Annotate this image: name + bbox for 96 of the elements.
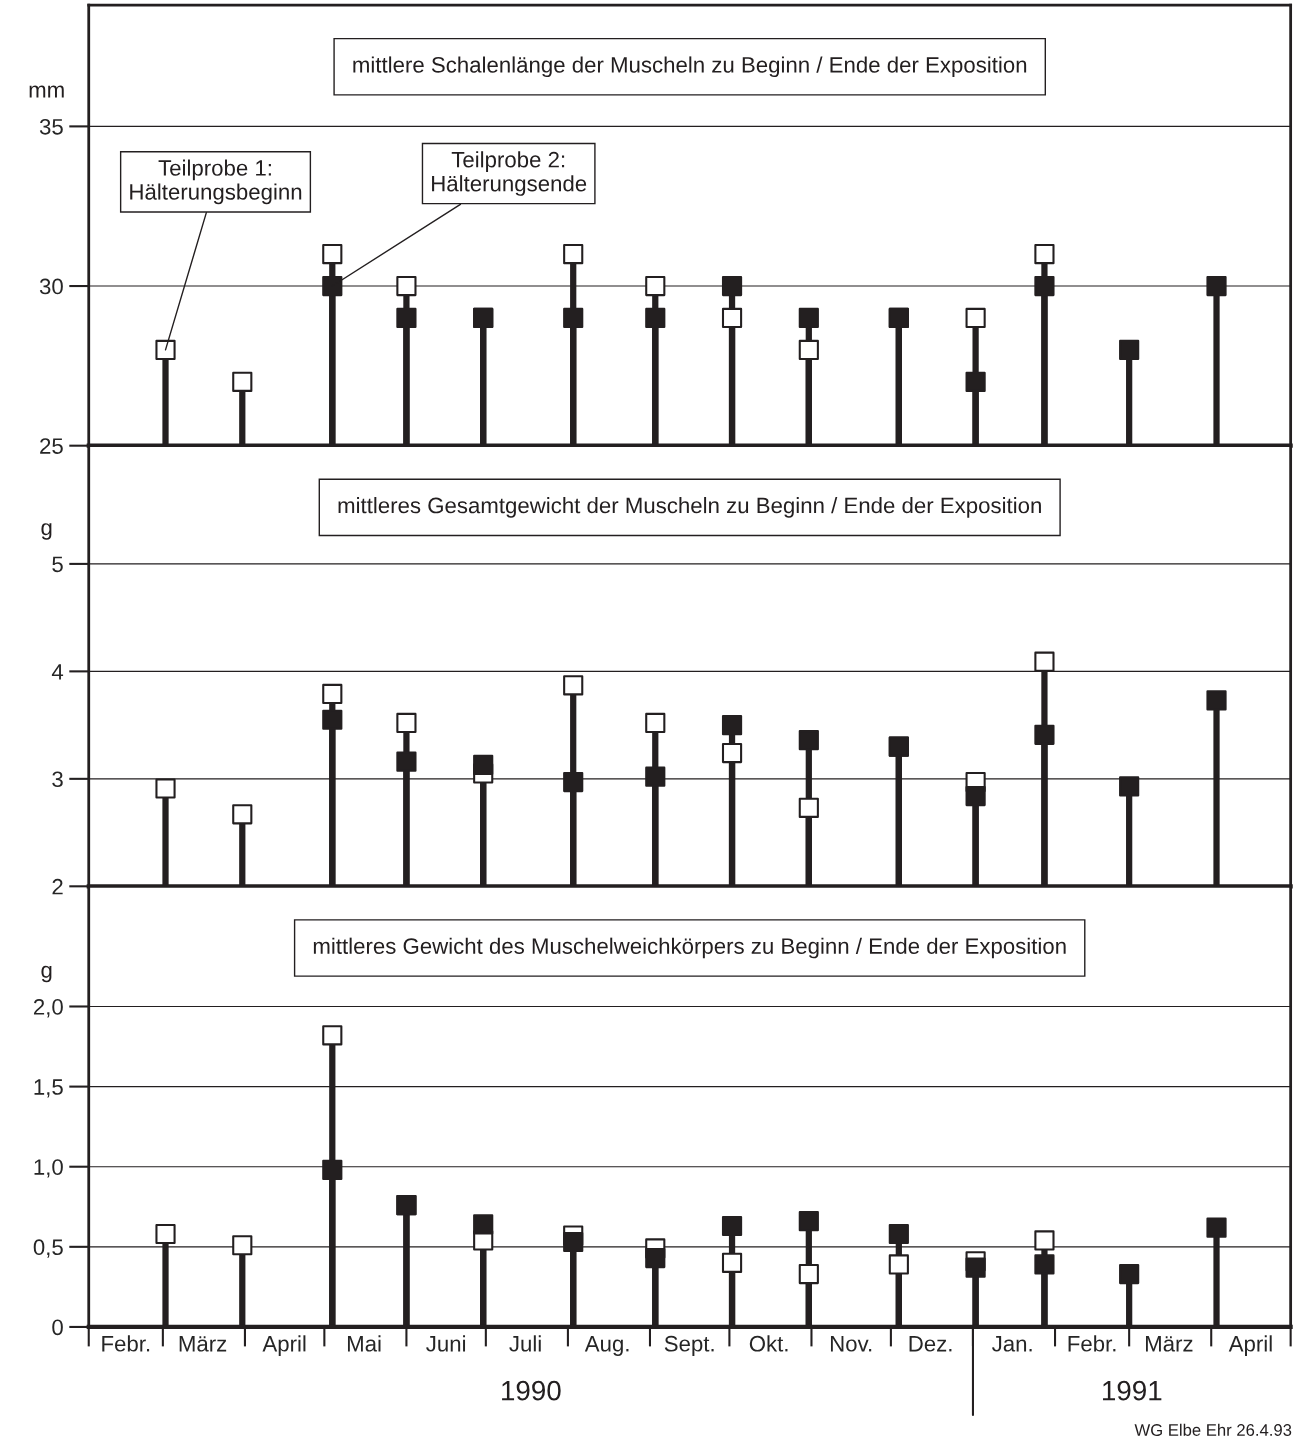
x-tick-label: Nov. bbox=[830, 1336, 872, 1352]
point bbox=[888, 1223, 909, 1245]
x-tick-label: Febr. bbox=[102, 1335, 150, 1352]
x-tick-label: Juli bbox=[509, 1335, 541, 1352]
y-axis-title: g bbox=[41, 965, 52, 983]
point bbox=[322, 683, 343, 705]
text: 1991 bbox=[1103, 1380, 1162, 1401]
y-axis-title: g bbox=[41, 523, 52, 540]
y-tick-label: 30 bbox=[39, 278, 63, 295]
text: WG Elbe Ehr 26.4.93 bbox=[1134, 1423, 1292, 1436]
point bbox=[322, 275, 343, 297]
y-tick-label: 0,5 bbox=[33, 1239, 63, 1258]
point bbox=[798, 797, 819, 818]
x-tick-label: Okt. bbox=[749, 1335, 788, 1352]
text: mittlere Schalenlänge der Muscheln zu Beginn / Ende der Exposition bbox=[353, 56, 1027, 78]
point bbox=[322, 1159, 343, 1181]
point bbox=[798, 1263, 819, 1285]
y-tick-label: 2 bbox=[52, 878, 63, 895]
x-tick-label: April bbox=[262, 1335, 306, 1356]
point bbox=[965, 307, 986, 329]
point bbox=[798, 730, 819, 751]
point bbox=[965, 1257, 986, 1278]
annotation: Teilprobe 1: Hälterungsbeginn bbox=[130, 159, 302, 205]
y-tick-label: 1,0 bbox=[34, 1159, 63, 1178]
x-tick-label: Aug. bbox=[584, 1336, 629, 1356]
x-tick-label: März bbox=[1146, 1336, 1193, 1352]
annotation: Teilprobe 2: Hälterungsende bbox=[432, 151, 587, 196]
point bbox=[1119, 1263, 1140, 1285]
point bbox=[965, 371, 986, 392]
point bbox=[322, 244, 343, 265]
y-tick-label: 1,5 bbox=[34, 1079, 63, 1098]
y-tick-label: 3 bbox=[52, 771, 63, 788]
point bbox=[721, 1215, 743, 1237]
point bbox=[563, 675, 584, 696]
x-tick-label: Sept. bbox=[664, 1335, 714, 1356]
point bbox=[721, 1252, 743, 1273]
y-tick-label: 25 bbox=[40, 438, 63, 454]
point bbox=[645, 307, 666, 329]
point bbox=[721, 275, 743, 297]
point bbox=[1034, 1230, 1055, 1251]
point bbox=[1034, 1254, 1055, 1275]
point bbox=[563, 244, 584, 265]
y-tick-label: 4 bbox=[51, 664, 64, 680]
point bbox=[155, 339, 176, 360]
y-tick-label: 5 bbox=[52, 556, 63, 573]
point bbox=[1206, 690, 1227, 711]
point bbox=[721, 742, 743, 764]
y-tick-label: 0 bbox=[52, 1319, 63, 1336]
point bbox=[396, 712, 417, 734]
point bbox=[473, 754, 494, 775]
x-tick-label: März bbox=[179, 1336, 227, 1352]
point bbox=[645, 1247, 666, 1269]
point bbox=[563, 771, 584, 793]
point bbox=[232, 804, 253, 825]
point bbox=[473, 1214, 494, 1235]
x-tick-label: Febr. bbox=[1068, 1335, 1116, 1352]
point bbox=[1206, 1217, 1227, 1238]
x-tick-label: April bbox=[1228, 1335, 1272, 1356]
point bbox=[1206, 275, 1227, 297]
y-tick-label: 2,0 bbox=[33, 999, 63, 1018]
point bbox=[396, 751, 417, 772]
point bbox=[721, 715, 743, 736]
point bbox=[798, 339, 819, 360]
text: mittleres Gesamtgewicht der Muscheln zu Beginn / Ende der Exposition bbox=[338, 497, 1041, 518]
point bbox=[645, 712, 666, 734]
point bbox=[965, 785, 986, 807]
point bbox=[721, 307, 743, 329]
point bbox=[155, 1223, 176, 1245]
point bbox=[1034, 651, 1055, 672]
point bbox=[1034, 244, 1055, 265]
point bbox=[798, 307, 819, 329]
point bbox=[645, 766, 666, 787]
text: mittleres Gewicht des Muschelweichkörpers zu Beginn / Ende der Exposition bbox=[313, 937, 1066, 959]
point bbox=[563, 307, 584, 329]
y-tick-label: 35 bbox=[39, 118, 63, 135]
x-tick-label: Jan. bbox=[992, 1336, 1032, 1352]
y-axis-title: mm bbox=[29, 85, 64, 98]
text: 1990 bbox=[502, 1380, 561, 1401]
point bbox=[798, 1211, 819, 1232]
point bbox=[396, 275, 417, 297]
x-tick-label: Dez. bbox=[909, 1336, 952, 1352]
point bbox=[1034, 724, 1055, 745]
point bbox=[322, 1025, 343, 1046]
x-tick-label: Juni bbox=[426, 1335, 466, 1352]
point bbox=[888, 1254, 909, 1275]
point bbox=[1119, 776, 1140, 797]
point bbox=[322, 709, 343, 730]
point bbox=[232, 371, 253, 392]
point bbox=[563, 1231, 584, 1253]
point bbox=[1119, 339, 1140, 360]
point bbox=[155, 778, 176, 799]
point bbox=[232, 1235, 253, 1256]
x-tick-label: Mai bbox=[347, 1335, 381, 1352]
point bbox=[645, 275, 666, 297]
point bbox=[396, 307, 417, 329]
point bbox=[1034, 275, 1055, 297]
